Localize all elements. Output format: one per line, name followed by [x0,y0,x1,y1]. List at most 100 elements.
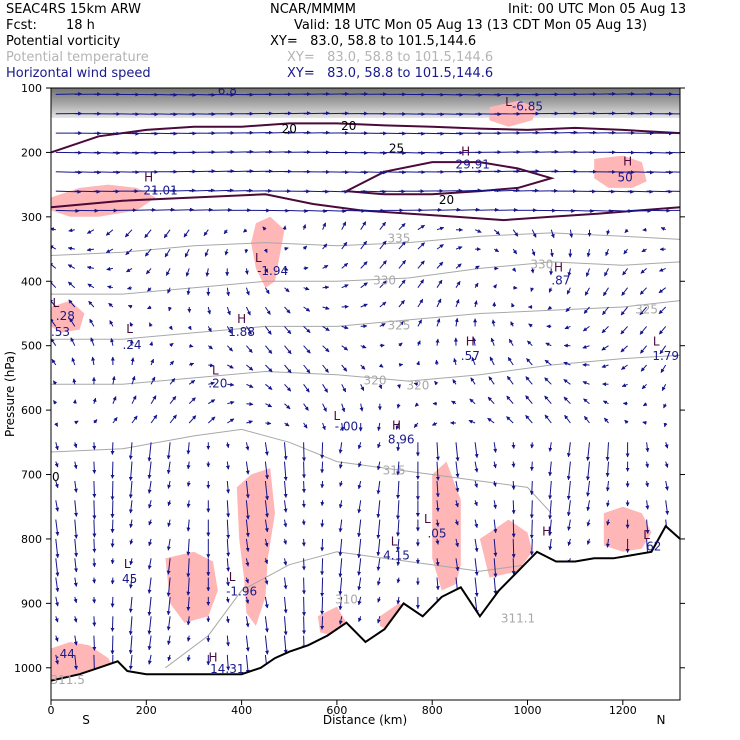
wind-vector-672 [283,480,288,498]
wind-vector-284 [436,244,444,250]
wind-vector-131 [665,151,680,154]
wind-vector-835 [396,577,401,584]
wind-vector-742 [357,519,362,538]
wind-vector-239 [203,229,209,237]
annotation-14: .28 [56,309,75,323]
wind-vector-493 [640,364,647,372]
wind-vector-283 [417,242,425,250]
wind-vector-500 [150,376,156,385]
wind-vector-808 [376,558,381,571]
wind-vector-706 [301,500,306,508]
wind-vector-645 [396,461,401,476]
wind-vector-246 [341,221,347,230]
wind-vector-404 [207,326,212,333]
wind-vector-334 [127,286,133,290]
wind-vector-318 [455,263,462,269]
wind-vector-319 [474,265,480,270]
wind-vector-587 [544,414,552,424]
wind-vector-513 [397,384,401,389]
wind-vector-417 [454,317,459,327]
wind-vector-520 [525,376,533,385]
wind-vector-272 [204,248,209,257]
wind-vector-523 [582,381,590,385]
wind-vector-245 [322,222,327,230]
wind-vector-351 [455,280,461,288]
fcst-label: Fcst: [6,18,37,33]
wind-vector-700 [186,500,191,508]
wind-vector-561 [54,422,59,427]
pv-contour-0 [51,122,680,154]
wind-vector-311 [322,264,329,269]
wind-vector-637 [245,461,250,475]
wind-vector-355 [530,287,535,292]
wind-vector-687 [566,480,571,500]
wind-vector-891 [245,635,250,652]
wind-vector-787 [586,538,591,545]
wind-vector-870 [186,616,191,626]
wind-vector-715 [473,500,478,507]
wind-vector-899 [128,654,133,670]
wind-vector-371 [207,306,212,315]
wind-vector-395 [658,306,667,315]
wind-vector-770 [264,538,269,547]
wind-vector-902 [186,654,191,662]
annotation-36: H [542,525,551,539]
wind-vector-666 [167,480,172,489]
wind-vector-420 [510,321,515,327]
wind-vector-859 [396,596,401,605]
wind-vector-664 [128,480,133,499]
wind-vector-187 [475,188,501,193]
wind-vector-858 [377,596,382,603]
wind-vector-853 [283,596,288,614]
wind-vector-560 [663,403,667,409]
wind-vector-796 [147,558,152,570]
y-tick-label-800: 800 [21,533,42,546]
wind-vector-322 [530,268,535,274]
wind-vector-596 [92,442,97,450]
wind-vector-905 [245,654,250,674]
wind-vector-874 [264,616,269,633]
wind-vector-254 [493,229,501,235]
wind-vector-194 [608,189,635,194]
wind-vector-101 [93,151,121,156]
pv-shaded-region-4 [165,551,218,623]
wind-vector-785 [548,538,553,551]
annotation-22: H [466,335,475,349]
wind-vector-166 [74,189,101,194]
wind-vector-378 [341,304,349,309]
wind-vector-297 [51,262,57,269]
annotation-10: 50 [618,170,633,184]
wind-vector-413 [379,323,386,327]
terrain-mask [51,526,680,700]
wind-vector-618 [511,442,516,449]
wind-vector-783 [511,538,516,559]
wind-vector-403 [187,325,192,331]
wind-vector-115 [360,151,388,156]
wind-vector-759 [55,538,60,559]
wind-vector-406 [245,326,252,335]
wind-vector-820 [110,577,115,585]
wind-vector-149 [379,170,407,175]
wind-vector-487 [526,358,533,366]
wind-vector-761 [92,538,97,553]
wind-vector-562 [74,420,79,425]
wind-vector-266 [86,247,94,252]
wind-vector-876 [301,616,306,635]
wind-vector-400 [129,322,134,327]
legend-theta-xy: XY= 83.0, 58.8 to 101.5,144.6 [287,50,494,65]
annotation-44: 14.31 [210,662,244,676]
wind-vector-617 [493,442,498,453]
annotation-20: L [212,364,219,378]
wind-vector-412 [360,324,368,329]
wind-vector-249 [398,223,406,231]
annotation-29: -.00 [335,420,358,434]
wind-vector-650 [492,461,497,469]
wind-vector-484 [471,356,476,366]
wind-vector-660 [54,480,59,489]
wind-vector-623 [605,442,610,462]
wind-vector-181 [360,189,387,194]
wind-vector-670 [245,480,250,499]
wind-vector-290 [549,249,554,258]
wind-vector-823 [166,577,171,597]
wind-vector-102 [112,151,140,156]
